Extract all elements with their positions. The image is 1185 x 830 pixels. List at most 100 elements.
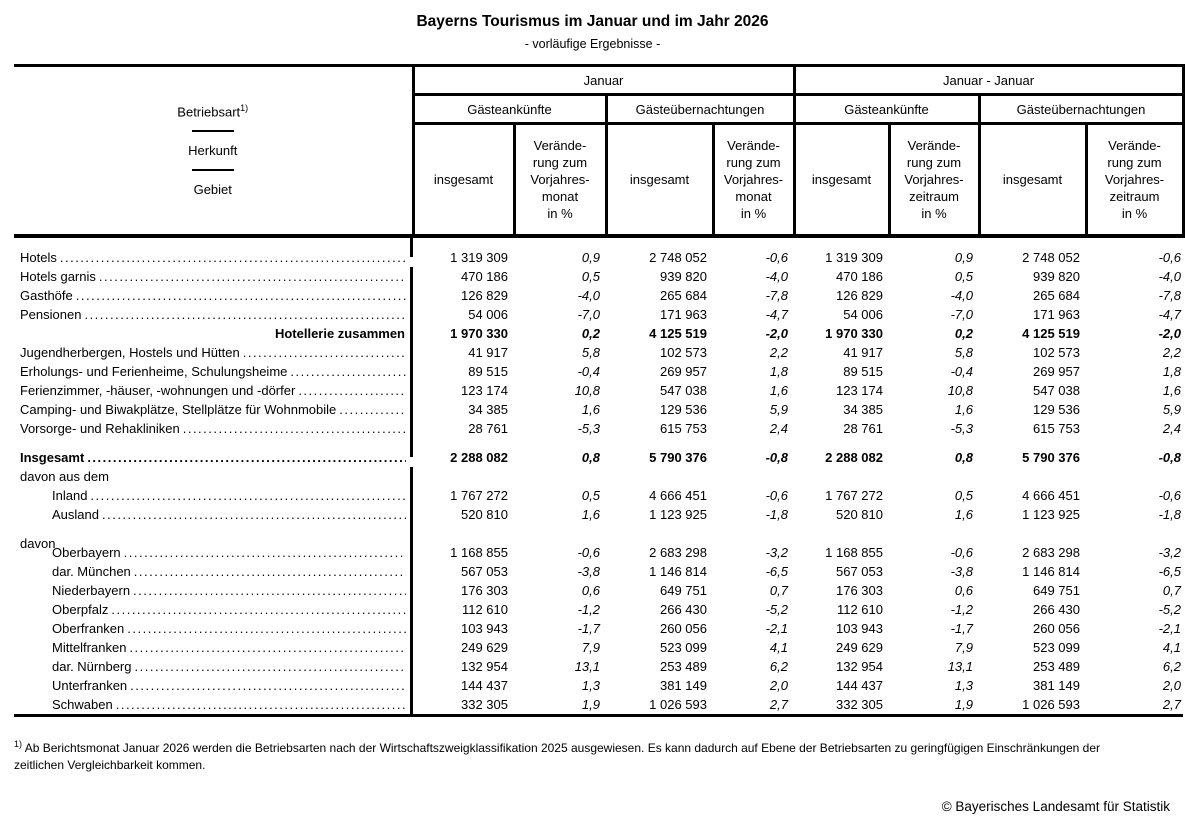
dot-leader [76, 286, 406, 305]
cell-ytd-arrivals-change [889, 467, 979, 486]
cell-ytd-nights-change: -7,8 [1158, 287, 1181, 303]
row-label: Pensionen [14, 304, 413, 324]
cell-month-nights-change: -0,6 [765, 249, 788, 265]
cell-ytd-nights-change: -4,7 [1158, 306, 1181, 322]
cell-ytd-arrivals-change: -1,2 [950, 601, 973, 617]
cell-month-arrivals-change: -1,7 [577, 620, 600, 636]
row-label: Schwaben [14, 694, 413, 714]
cell-month-nights-change: 2,0 [769, 677, 788, 693]
table-row: Oberfranken 103 943 -1,7 260 056 -2,1 10… [14, 618, 1183, 638]
cell-ytd-nights-change: 5,9 [1162, 401, 1181, 417]
table-row: Oberpfalz 112 610 -1,2 266 430 -5,2 112 … [14, 599, 1183, 619]
cell-ytd-nights-total: 265 684 [1033, 287, 1080, 303]
table-row: davon [14, 523, 1183, 551]
dot-leader [339, 400, 406, 419]
cell-ytd-arrivals-total [794, 467, 889, 486]
cell-month-arrivals-change: 13,1 [574, 658, 600, 674]
cell-month-arrivals-total: 1 767 272 [450, 487, 508, 503]
cell-month-arrivals-total: 1 319 309 [450, 249, 508, 265]
row-label-text: Camping- und Biwakplätze, Stellplätze fü… [20, 401, 337, 417]
cell-ytd-nights-total: 547 038 [1033, 382, 1080, 398]
row-label-text: Ausland [52, 506, 99, 522]
cell-ytd-nights-total: 615 753 [1033, 420, 1080, 436]
cell-ytd-arrivals-change: -4,0 [950, 287, 973, 303]
footnote: 1) Ab Berichtsmonat Januar 2026 werden d… [14, 736, 1144, 774]
subgroup-arrivals-month: Gästeankünfte [411, 93, 608, 125]
cell-month-arrivals-total: 1 970 330 [450, 325, 508, 341]
dot-leader [290, 362, 406, 381]
cell-month-nights-total: 129 536 [660, 401, 707, 417]
cell-ytd-nights-change: 2,7 [1162, 696, 1181, 712]
cell-ytd-nights-total: 939 820 [1033, 268, 1080, 284]
cell-ytd-arrivals-change [889, 524, 979, 543]
table-row: Vorsorge- und Rehakliniken 28 761 -5,3 6… [14, 418, 1183, 438]
footnote-text: Ab Berichtsmonat Januar 2026 werden die … [14, 740, 1100, 772]
table-row: dar. Nürnberg 132 954 13,1 253 489 6,2 1… [14, 656, 1183, 676]
cell-ytd-arrivals-total: 132 954 [836, 658, 883, 674]
cell-month-arrivals-total: 520 810 [461, 506, 508, 522]
cell-ytd-nights-total: 260 056 [1033, 620, 1080, 636]
row-label: Jugendherbergen, Hostels und Hütten [14, 342, 413, 362]
dot-leader [111, 600, 406, 619]
cell-ytd-nights-change: -2,0 [1158, 325, 1181, 341]
cell-month-arrivals-change: 1,9 [581, 696, 600, 712]
cell-month-arrivals-total: 144 437 [461, 677, 508, 693]
cell-month-arrivals-change [514, 524, 606, 543]
table-row: Mittelfranken 249 629 7,9 523 099 4,1 24… [14, 637, 1183, 657]
row-label-text: dar. München [52, 563, 131, 579]
row-label-text: dar. Nürnberg [52, 658, 132, 674]
cell-month-nights-change: -0,8 [765, 449, 788, 465]
cell-ytd-arrivals-change: 1,9 [954, 696, 973, 712]
cell-month-arrivals-change: 1,6 [581, 506, 600, 522]
subgroup-nights-month: Gästeübernachtungen [604, 93, 796, 125]
row-label-text: Hotellerie zusammen [274, 325, 405, 341]
cell-ytd-arrivals-total: 54 006 [843, 306, 883, 322]
cell-ytd-arrivals-total: 103 943 [836, 620, 883, 636]
table-row: Hotellerie zusammen 1 970 330 0,2 4 125 … [14, 323, 1183, 343]
cell-ytd-nights-change: -0,6 [1158, 487, 1181, 503]
cell-month-arrivals-change: -3,8 [577, 563, 600, 579]
row-label: Oberbayern [14, 542, 413, 562]
cell-month-nights-change: -2,0 [765, 325, 788, 341]
cell-ytd-arrivals-total: 34 385 [843, 401, 883, 417]
col-header-insgesamt: insgesamt [977, 122, 1088, 237]
cell-month-nights-total: 381 149 [660, 677, 707, 693]
cell-month-arrivals-change [514, 467, 606, 486]
dot-leader [102, 505, 406, 524]
cell-month-nights-total: 260 056 [660, 620, 707, 636]
cell-ytd-nights-total: 102 573 [1033, 344, 1080, 360]
subgroup-nights-ytd: Gästeübernachtungen [977, 93, 1185, 125]
cell-ytd-nights-total: 171 963 [1033, 306, 1080, 322]
page-title: Bayerns Tourismus im Januar und im Jahr … [416, 13, 769, 30]
table-row: Oberbayern 1 168 855 -0,6 2 683 298 -3,2… [14, 542, 1183, 562]
col-header-change-ytd: Verände- rung zum Vorjahres- zeitraum in… [887, 122, 981, 237]
cell-ytd-nights-total: 2 748 052 [1022, 249, 1080, 265]
cell-month-arrivals-total: 132 954 [461, 658, 508, 674]
col-header-insgesamt: insgesamt [604, 122, 715, 237]
col-header-change-ytd: Verände- rung zum Vorjahres- zeitraum in… [1084, 122, 1185, 237]
row-label: Erholungs- und Ferienheime, Schulungshei… [14, 361, 413, 381]
table-row: Ferienzimmer, -häuser, -wohnungen und -d… [14, 380, 1183, 400]
cell-ytd-nights-change: -4,0 [1158, 268, 1181, 284]
cell-ytd-arrivals-change: 0,2 [954, 325, 973, 341]
cell-month-arrivals-total [413, 524, 514, 543]
stub-betriebsart: Betriebsart1) [177, 103, 249, 120]
cell-ytd-arrivals-change: 0,8 [954, 449, 973, 465]
cell-month-nights-change: -4,0 [765, 268, 788, 284]
dot-leader [124, 543, 406, 562]
cell-ytd-arrivals-change: -1,7 [950, 620, 973, 636]
col-header-insgesamt: insgesamt [411, 122, 516, 237]
cell-ytd-arrivals-total: 1 767 272 [825, 487, 883, 503]
cell-ytd-nights-change: -3,2 [1158, 544, 1181, 560]
cell-month-nights-change: 0,7 [769, 582, 788, 598]
table-row: Gasthöfe 126 829 -4,0 265 684 -7,8 126 8… [14, 285, 1183, 305]
cell-month-arrivals-total: 34 385 [468, 401, 508, 417]
cell-month-arrivals-change: 1,3 [581, 677, 600, 693]
cell-ytd-arrivals-total: 123 174 [836, 382, 883, 398]
cell-ytd-arrivals-change: 1,6 [954, 401, 973, 417]
cell-ytd-arrivals-total: 89 515 [843, 363, 883, 379]
dot-leader [90, 486, 406, 505]
row-label: Oberfranken [14, 618, 413, 638]
cell-ytd-nights-change: 0,7 [1162, 582, 1181, 598]
cell-ytd-arrivals-change: 0,5 [954, 487, 973, 503]
